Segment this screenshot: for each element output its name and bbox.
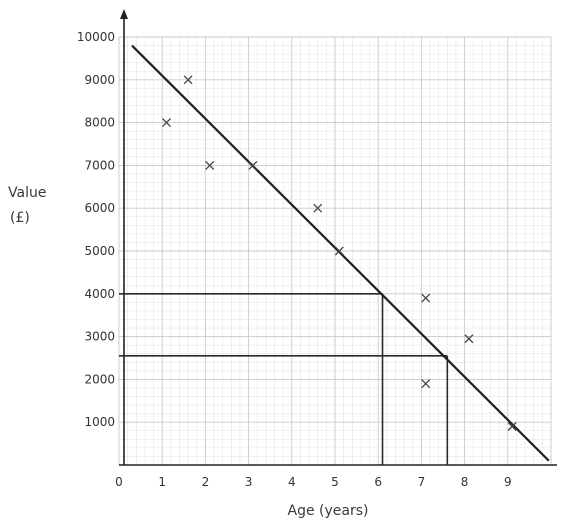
y-tick-label: 2000 xyxy=(84,372,115,386)
data-point xyxy=(313,203,323,213)
data-point xyxy=(421,293,431,303)
x-tick-label: 0 xyxy=(115,475,123,489)
data-point-stroke xyxy=(421,293,431,303)
chart-grid xyxy=(118,36,552,466)
x-tick-label: 8 xyxy=(461,475,469,489)
y-tick-label: 6000 xyxy=(84,201,115,215)
y-tick-label: 1000 xyxy=(84,415,115,429)
tick-labels: 0 1 2 3 4 5 6 7 8 9 1000 2000 3000 4000 5000 6000 7000 80… xyxy=(77,30,512,489)
best-fit-line xyxy=(131,44,550,462)
x-tick-label: 3 xyxy=(245,475,253,489)
y-axis-label-line1: Value xyxy=(8,185,46,201)
data-point xyxy=(248,160,258,170)
chart-axes xyxy=(119,9,557,466)
data-point-stroke xyxy=(205,160,215,170)
y-axis-label-line2: (£) xyxy=(10,210,30,226)
y-tick-label: 8000 xyxy=(84,116,115,130)
data-point-stroke xyxy=(162,118,171,128)
x-tick-label: 9 xyxy=(504,475,512,489)
y-tick-label: 3000 xyxy=(84,330,115,344)
y-tick-label: 10000 xyxy=(77,30,115,44)
data-point-stroke xyxy=(248,160,258,170)
x-tick-label: 4 xyxy=(288,475,296,489)
data-point-stroke xyxy=(334,246,344,256)
x-tick-label: 5 xyxy=(331,475,339,489)
data-point xyxy=(183,75,193,85)
x-axis-label: Age (years) xyxy=(288,503,369,519)
data-points xyxy=(162,75,517,431)
data-point xyxy=(162,118,171,128)
x-tick-label: 1 xyxy=(158,475,166,489)
reading-lines xyxy=(119,292,449,465)
x-tick-label: 2 xyxy=(202,475,210,489)
y-tick-label: 9000 xyxy=(84,73,115,87)
data-point-stroke xyxy=(464,334,474,344)
data-point xyxy=(507,422,517,431)
x-tick-label: 6 xyxy=(374,475,382,489)
y-tick-label: 7000 xyxy=(84,158,115,172)
data-point-stroke xyxy=(421,379,431,389)
y-tick-label: 5000 xyxy=(84,244,115,258)
data-point-stroke xyxy=(507,422,517,431)
data-point xyxy=(421,379,431,389)
x-tick-label: 7 xyxy=(418,475,426,489)
y-tick-label: 4000 xyxy=(84,287,115,301)
y-axis-arrowhead xyxy=(120,9,128,19)
data-point-stroke xyxy=(313,203,323,213)
data-point xyxy=(334,246,344,256)
best-fit-line-group xyxy=(131,44,550,462)
data-point xyxy=(464,334,474,344)
data-point xyxy=(205,160,215,170)
data-point-stroke xyxy=(183,75,193,85)
